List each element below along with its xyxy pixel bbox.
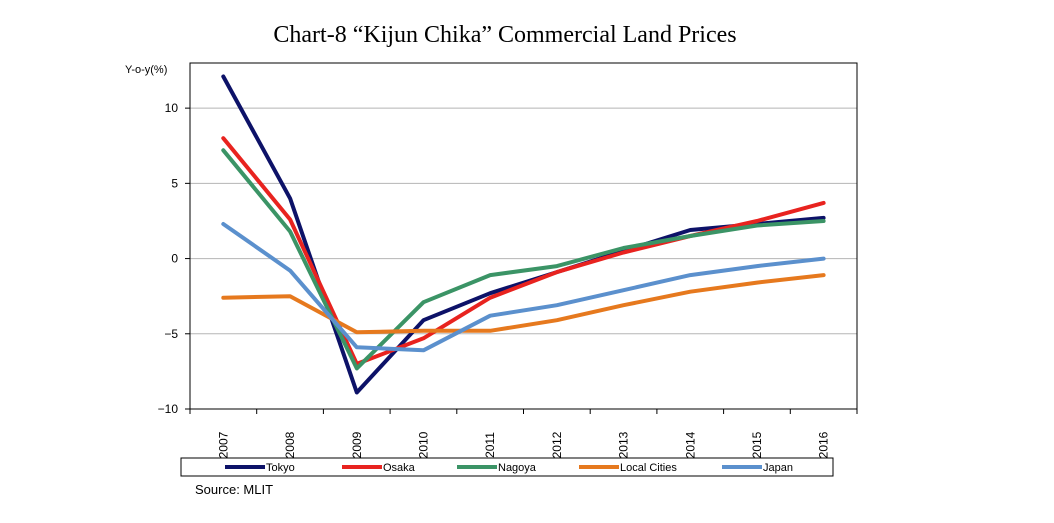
y-tick-label: −5 xyxy=(164,327,178,341)
y-tick-label: 0 xyxy=(171,252,178,266)
legend: Tokyo Osaka Nagoya Local Cities Japan xyxy=(180,457,834,477)
x-tick-label: 2010 xyxy=(416,431,430,458)
series-line-japan xyxy=(221,222,826,353)
y-tick-label: −10 xyxy=(158,402,179,416)
x-tick-label: 2008 xyxy=(283,431,297,458)
series-line-nagoya xyxy=(221,148,826,371)
series-line-tokyo xyxy=(221,74,826,395)
x-tick-label: 2007 xyxy=(216,431,230,458)
plot-area-frame xyxy=(189,62,858,410)
legend-label-osaka: Osaka xyxy=(383,462,416,474)
source-note: Source: MLIT xyxy=(195,482,273,497)
legend-label-tokyo: Tokyo xyxy=(266,462,295,474)
x-tick-label: 2011 xyxy=(483,432,497,458)
x-axis-ticks: 2007 2008 2009 2010 2011 2012 2013 2014 2015 2016 xyxy=(189,409,858,458)
legend-frame xyxy=(180,457,834,477)
y-axis-ticks: −10 −5 0 5 10 xyxy=(158,101,190,416)
legend-label-local-cities: Local Cities xyxy=(620,462,677,474)
y-tick-label: 5 xyxy=(171,176,178,190)
series-lines xyxy=(221,74,826,395)
x-tick-label: 2014 xyxy=(683,431,697,458)
series-line-local-cities xyxy=(221,273,826,335)
chart-title: Chart-8 “Kijun Chika” Commercial Land Pr… xyxy=(273,22,736,48)
x-tick-label: 2012 xyxy=(550,431,564,458)
y-axis-label: Y-o-y(%) xyxy=(125,64,167,76)
x-tick-label: 2016 xyxy=(817,431,831,458)
legend-label-japan: Japan xyxy=(763,462,793,474)
x-tick-label: 2015 xyxy=(750,431,764,458)
y-tick-label: 10 xyxy=(165,101,179,115)
legend-label-nagoya: Nagoya xyxy=(498,462,537,474)
series-line-osaka xyxy=(221,136,826,366)
x-tick-label: 2009 xyxy=(350,431,364,458)
x-tick-label: 2013 xyxy=(617,431,631,458)
